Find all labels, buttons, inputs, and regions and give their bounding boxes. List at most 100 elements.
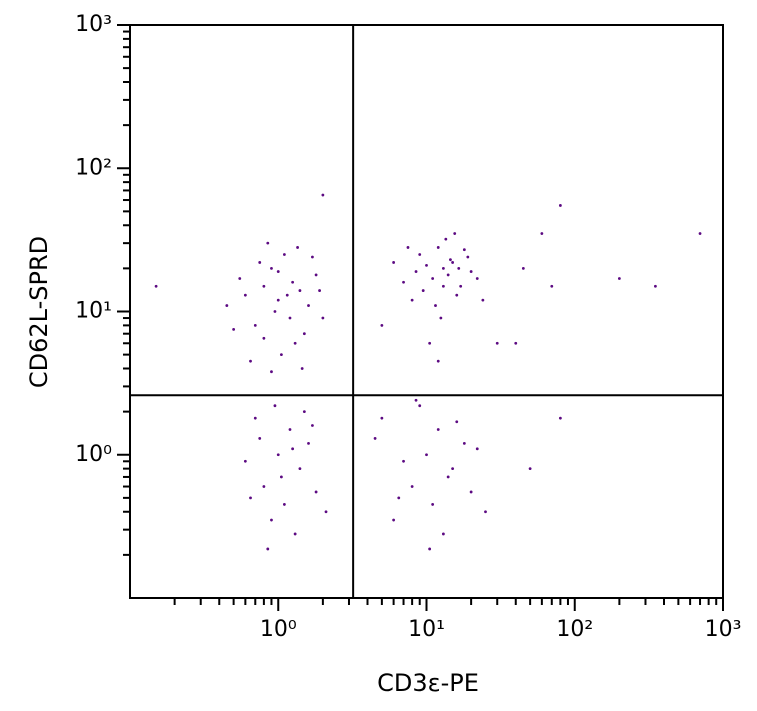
event-dot (232, 327, 236, 331)
event-dot (307, 304, 310, 307)
event-dot (484, 510, 487, 514)
event-dot (262, 485, 266, 488)
event-dot (617, 277, 621, 280)
event-dot (311, 255, 314, 259)
event-dot (262, 284, 266, 288)
event-dot (436, 246, 440, 249)
event-dot (380, 323, 384, 327)
event-dot (425, 453, 428, 457)
y-tick-label: 10⁰ (75, 442, 112, 467)
event-dot (462, 442, 466, 445)
event-dot (273, 310, 277, 313)
event-dot (243, 293, 247, 297)
event-dot (307, 442, 310, 445)
event-dot (258, 261, 262, 264)
event-dot (154, 284, 158, 288)
event-dot (455, 420, 459, 424)
event-dot (273, 404, 277, 408)
event-dot (528, 467, 532, 471)
event-dot (410, 298, 414, 302)
event-dot (225, 304, 229, 307)
event-dot (324, 510, 328, 514)
event-dot (392, 261, 396, 264)
event-dot (446, 273, 450, 277)
event-dot (558, 204, 562, 207)
event-dot (558, 416, 562, 420)
event-dot (431, 503, 435, 506)
event-dot (397, 496, 401, 500)
y-tick-label: 10² (75, 155, 112, 180)
event-dot (302, 332, 306, 336)
event-dot (439, 316, 443, 320)
event-dot (288, 316, 292, 320)
event-dot (540, 232, 544, 235)
event-dot (428, 547, 432, 551)
event-dot (321, 316, 325, 320)
x-tick-label: 10⁰ (260, 617, 297, 642)
event-dot (291, 447, 295, 451)
event-dot (425, 263, 428, 267)
event-dot (475, 277, 479, 280)
event-dot (414, 398, 418, 402)
event-dot (475, 447, 479, 451)
event-dot (444, 237, 448, 241)
event-dot (321, 193, 325, 197)
event-dot (698, 232, 702, 235)
event-dot (296, 246, 299, 249)
event-dot (288, 428, 292, 431)
x-tick-label: 10³ (705, 617, 742, 642)
event-dot (434, 304, 437, 307)
event-dot (243, 459, 247, 463)
x-axis-title: CD3ε-PE (377, 669, 479, 697)
event-dot (436, 428, 440, 431)
event-dot (654, 284, 657, 288)
event-dot (469, 270, 473, 273)
event-dot (455, 293, 459, 297)
event-dot (462, 248, 466, 252)
event-dot (270, 266, 273, 270)
event-dot (453, 232, 457, 235)
event-dot (266, 547, 270, 551)
event-dot (282, 253, 286, 256)
event-dot (249, 359, 252, 363)
x-tick-label: 10² (556, 617, 593, 642)
event-dot (441, 266, 445, 270)
event-dot (282, 503, 286, 506)
event-dot (293, 341, 297, 345)
y-axis-title: CD62L-SPRD (25, 236, 53, 388)
event-dot (410, 485, 414, 488)
event-dot (293, 532, 297, 536)
event-dot (238, 277, 242, 280)
event-dot (441, 284, 445, 288)
event-dot (380, 416, 384, 420)
event-dot (446, 475, 450, 479)
event-dot (318, 289, 321, 292)
event-dot (466, 255, 470, 259)
event-dot (481, 298, 485, 302)
y-tick-label: 10³ (75, 12, 112, 37)
event-dot (285, 293, 289, 297)
event-dot (469, 490, 473, 494)
event-dot (270, 370, 273, 374)
event-dot (441, 532, 445, 536)
event-dot (406, 246, 410, 249)
x-tick-label: 10¹ (408, 617, 445, 642)
event-dot (495, 341, 499, 345)
event-dot (279, 475, 283, 479)
event-dot (550, 284, 554, 288)
event-dot (392, 518, 396, 522)
event-dot (276, 270, 280, 273)
event-dot (253, 323, 257, 327)
event-dot (373, 437, 377, 440)
event-dot (521, 266, 525, 270)
event-dot (449, 258, 452, 262)
plot-frame (129, 24, 724, 599)
event-dot (431, 277, 435, 280)
event-dot (418, 253, 422, 256)
event-dot (418, 404, 422, 408)
event-dot (402, 459, 405, 463)
event-dot (451, 467, 455, 471)
event-dot (276, 298, 280, 302)
